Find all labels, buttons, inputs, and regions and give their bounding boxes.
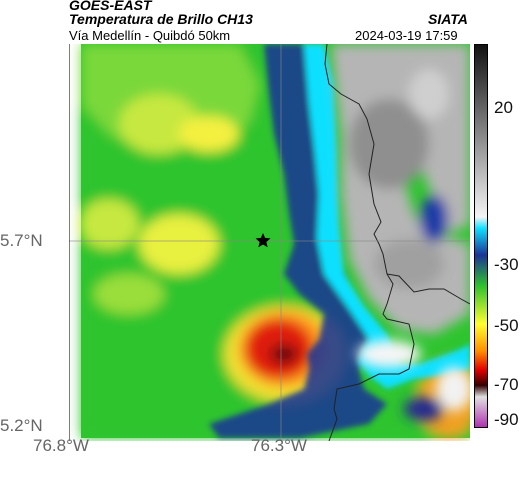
timestamp: 2024-03-19 17:59 xyxy=(355,28,458,43)
colorbar-tick-label: -50 xyxy=(494,316,519,335)
location-marker-star xyxy=(255,233,271,248)
longitude-tick-label: 76.3°W xyxy=(251,436,307,455)
colorbar-tick-label: 20 xyxy=(494,98,513,117)
satellite-name: GOES-EAST xyxy=(69,0,152,13)
brightness-temperature-map xyxy=(69,44,470,441)
latitude-tick-label: 5.7°N xyxy=(0,231,43,250)
temperature-field xyxy=(79,44,470,439)
colorbar-tick-label: -30 xyxy=(494,255,519,274)
colorbar-tick-label: -90 xyxy=(494,410,519,429)
source-label: SIATA xyxy=(428,11,468,27)
latitude-tick-label: 5.2°N xyxy=(0,416,43,435)
graticule xyxy=(69,44,470,441)
temperature-colorbar xyxy=(474,44,488,428)
product-title: Temperatura de Brillo CH13 xyxy=(69,11,253,27)
longitude-tick-label: 76.8°W xyxy=(33,436,89,455)
colorbar-gradient xyxy=(474,44,488,428)
region-subtitle: Vía Medellín - Quibdó 50km xyxy=(69,28,231,43)
border-lines xyxy=(324,44,470,441)
colorbar-tick-label: -70 xyxy=(494,375,519,394)
